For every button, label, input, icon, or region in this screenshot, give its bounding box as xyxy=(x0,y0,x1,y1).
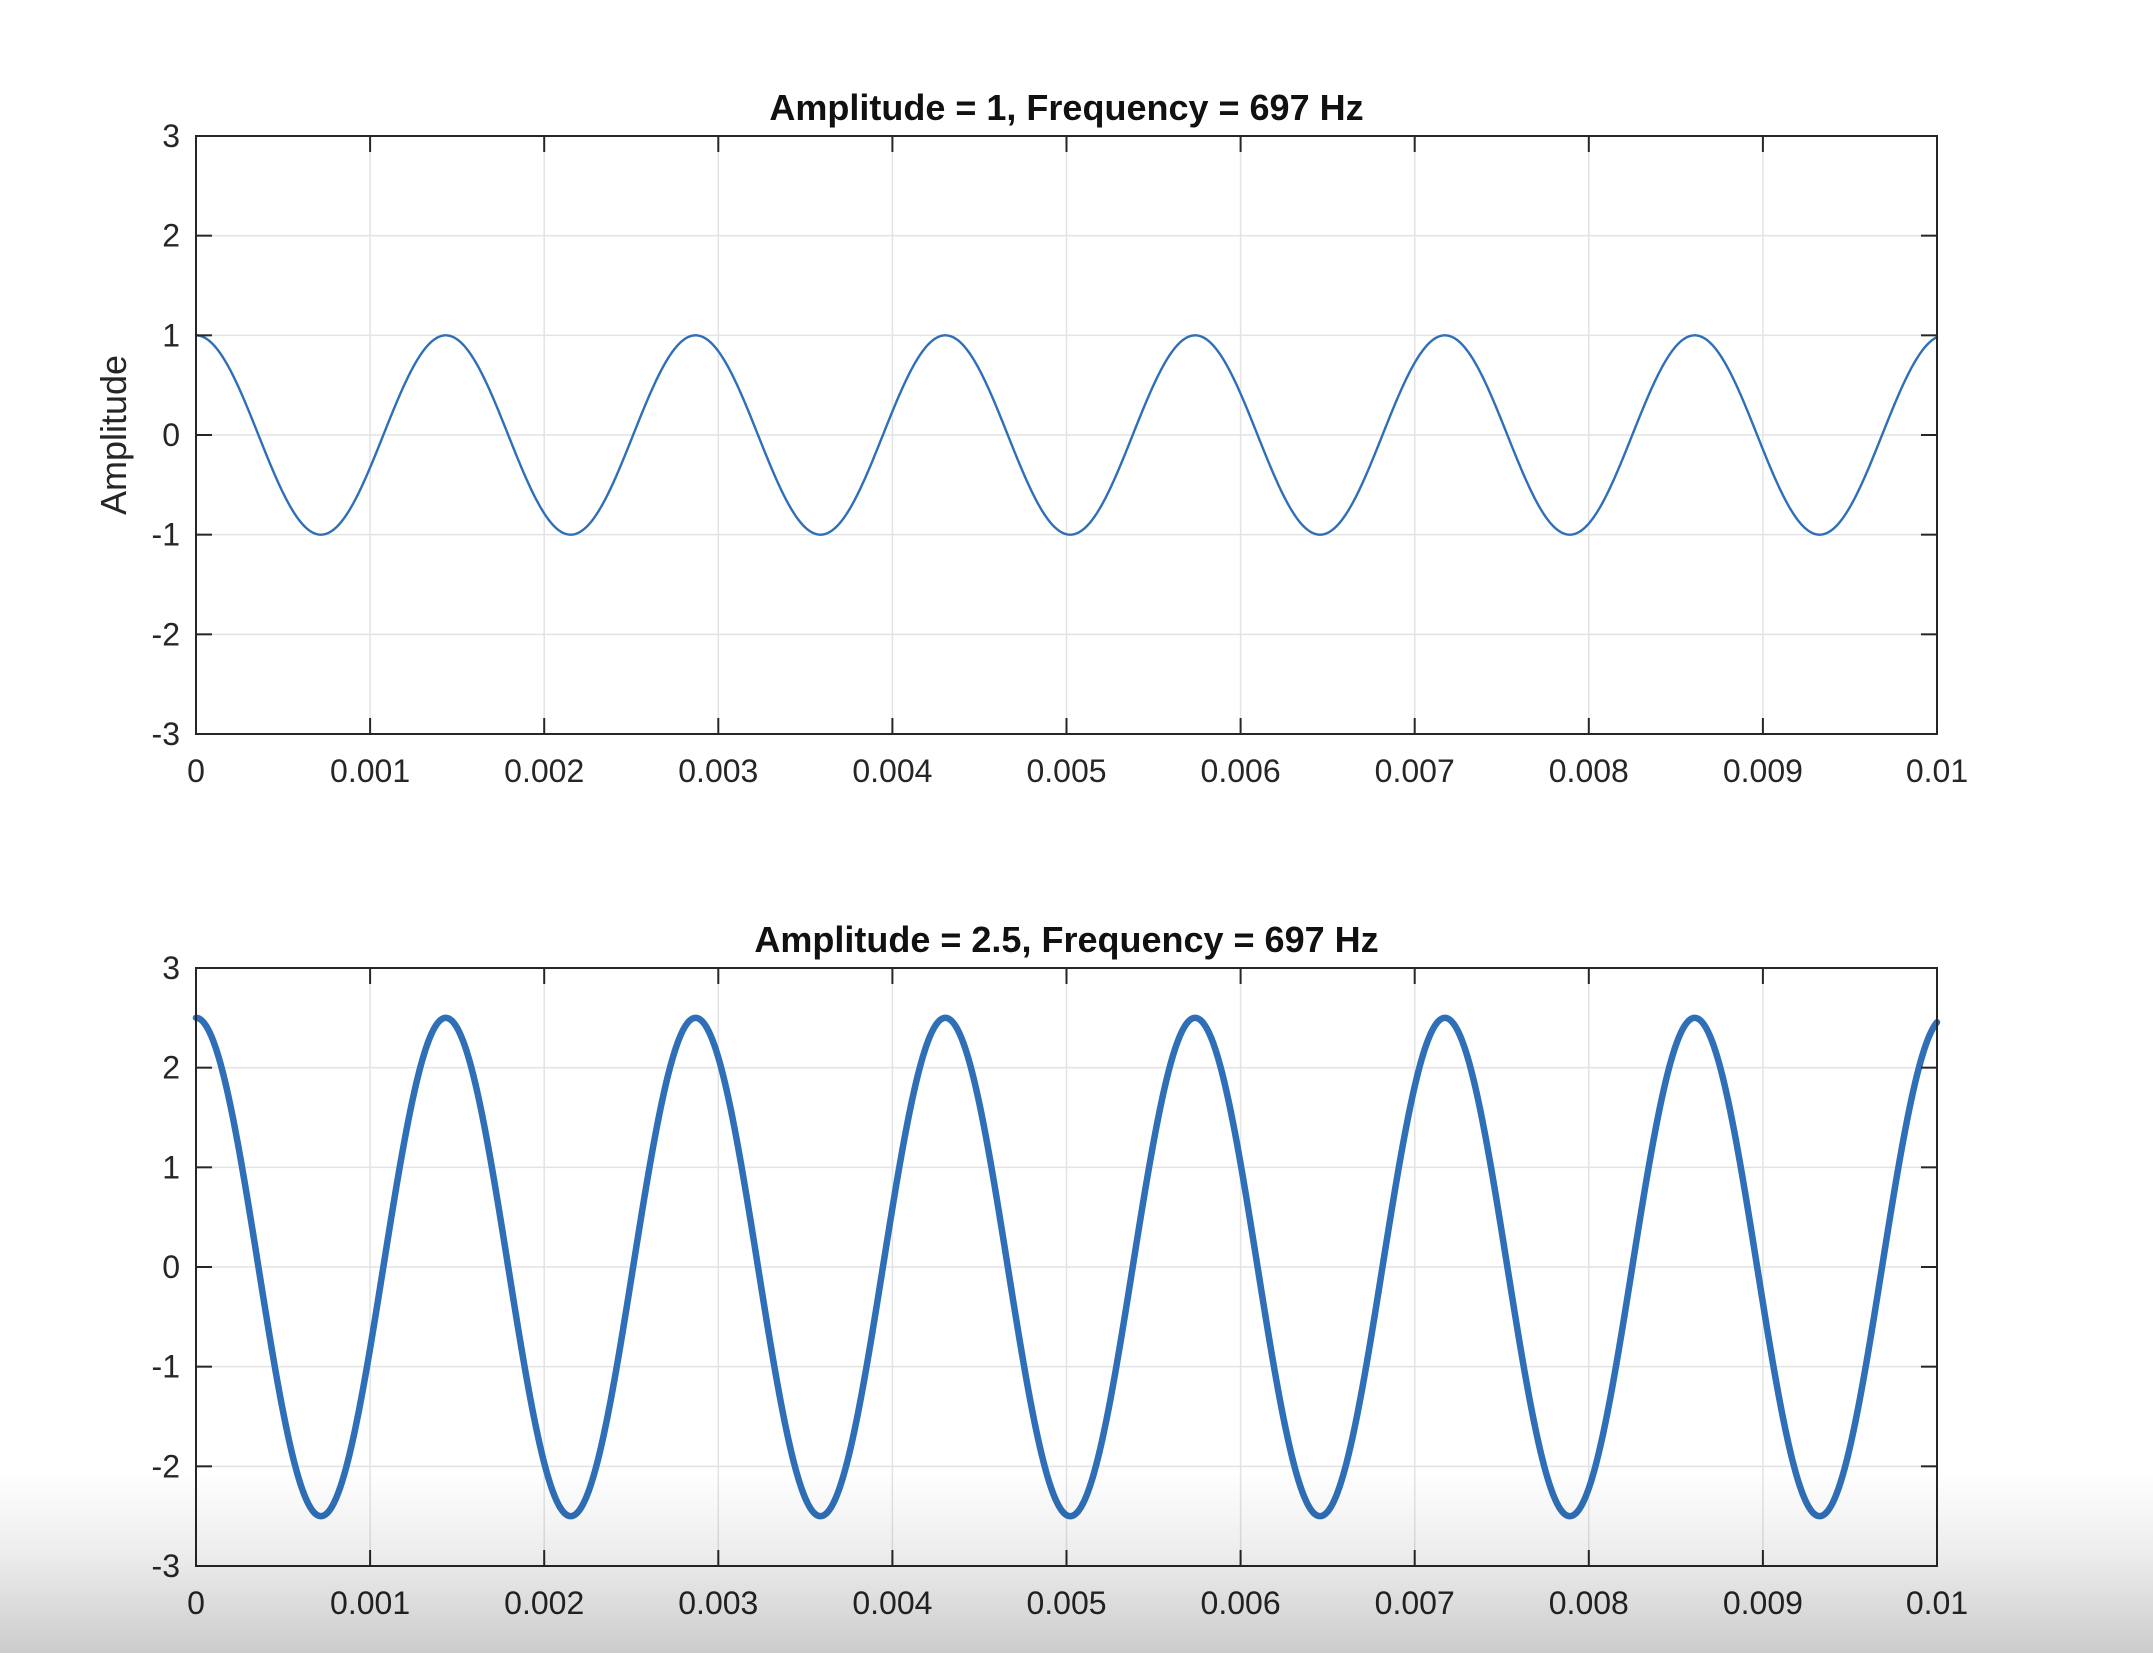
x-tick-label: 0.001 xyxy=(330,753,410,789)
series-line xyxy=(194,334,1939,536)
x-tick-label: 0.009 xyxy=(1723,753,1803,789)
x-tick-label: 0.002 xyxy=(504,1585,584,1621)
y-tick-label: 2 xyxy=(162,1050,180,1086)
x-tick-label: 0 xyxy=(187,753,205,789)
y-tick-label: -2 xyxy=(152,616,180,652)
x-tick-label: 0.004 xyxy=(852,753,932,789)
x-tick-label: 0.005 xyxy=(1026,1585,1106,1621)
x-tick-label: 0.003 xyxy=(678,753,758,789)
y-tick-label: -3 xyxy=(152,1548,180,1584)
x-tick-label: 0.005 xyxy=(1026,753,1106,789)
chart-title: Amplitude = 2.5, Frequency = 697 Hz xyxy=(754,919,1378,960)
x-tick-label: 0.004 xyxy=(852,1585,932,1621)
x-tick-label: 0.007 xyxy=(1375,1585,1455,1621)
y-tick-label: -2 xyxy=(152,1448,180,1484)
y-tick-label: 3 xyxy=(162,950,180,986)
y-tick-label: 1 xyxy=(162,1149,180,1185)
x-tick-label: 0.003 xyxy=(678,1585,758,1621)
x-tick-label: 0.006 xyxy=(1201,753,1281,789)
x-tick-label: 0.01 xyxy=(1906,753,1968,789)
y-axis-label: Amplitude xyxy=(93,355,134,515)
x-tick-label: 0.009 xyxy=(1723,1585,1803,1621)
x-tick-label: 0.001 xyxy=(330,1585,410,1621)
chart-panel-2: 0 0.001 0.002 0.003 0.004 0.005 0.006 0.007 0.00… xyxy=(152,919,1969,1621)
x-tick-label: 0.01 xyxy=(1906,1585,1968,1621)
y-tick-label: -1 xyxy=(152,517,180,553)
y-tick-label: 1 xyxy=(162,317,180,353)
chart-title: Amplitude = 1, Frequency = 697 Hz xyxy=(769,87,1363,128)
x-tick-label: 0.008 xyxy=(1549,1585,1629,1621)
x-tick-label: 0.002 xyxy=(504,753,584,789)
series-line xyxy=(192,1014,1941,1520)
chart-panel-1: 0 0.001 0.002 0.003 0.004 0.005 0.006 0.007 0.00… xyxy=(93,87,1968,789)
x-tick-label: 0.008 xyxy=(1549,753,1629,789)
x-tick-label: 0.006 xyxy=(1201,1585,1281,1621)
y-tick-label: -1 xyxy=(152,1349,180,1385)
x-tick-label: 0 xyxy=(187,1585,205,1621)
y-tick-label: 2 xyxy=(162,218,180,254)
y-tick-label: 0 xyxy=(162,417,180,453)
y-tick-label: -3 xyxy=(152,716,180,752)
x-tick-label: 0.007 xyxy=(1375,753,1455,789)
y-tick-label: 3 xyxy=(162,118,180,154)
y-tick-label: 0 xyxy=(162,1249,180,1285)
